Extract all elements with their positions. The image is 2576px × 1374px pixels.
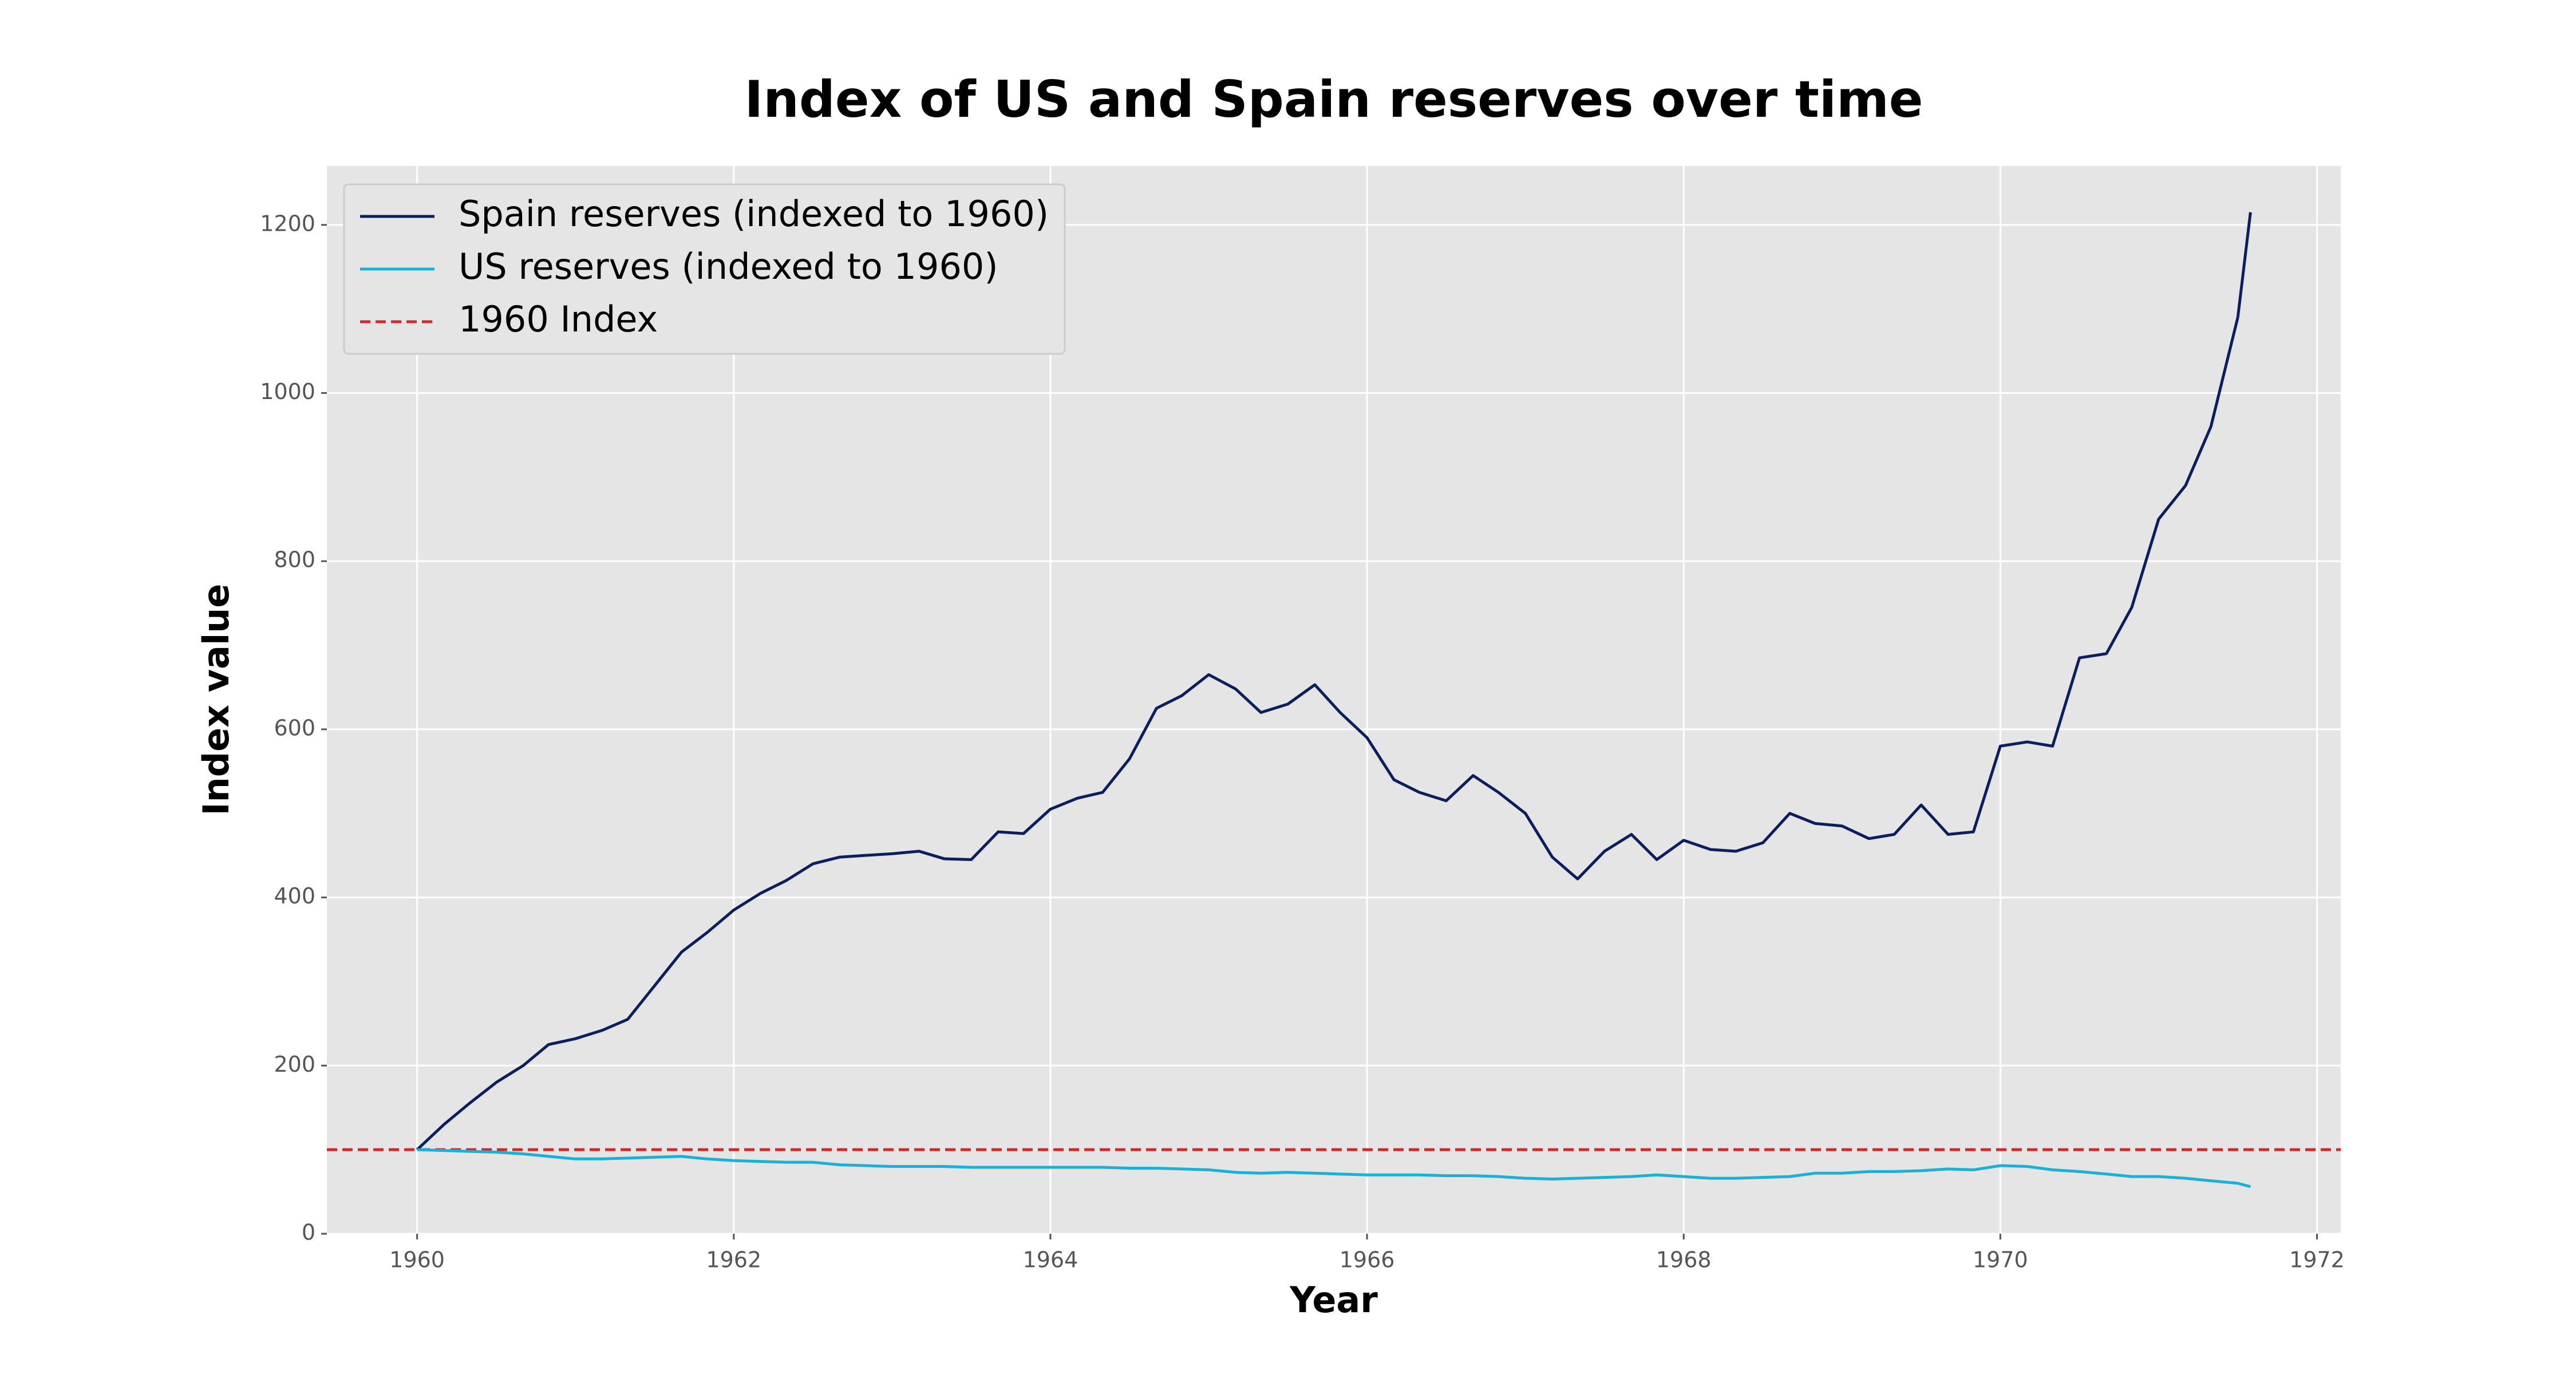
y-tick-label: 200 [274,1052,315,1077]
y-axis-label: Index value [195,584,237,816]
legend-label: Spain reserves (indexed to 1960) [459,193,1049,235]
series-line [416,212,2252,1151]
x-tick-label: 1960 [389,1247,445,1273]
legend-label: 1960 Index [459,298,658,340]
series-line [417,1148,2251,1189]
y-tick-label: 0 [302,1220,315,1245]
y-tick-label: 600 [274,715,315,740]
x-tick-label: 1968 [1656,1247,1712,1273]
chart-title: Index of US and Spain reserves over time [745,70,1923,129]
legend-box [343,183,1066,355]
x-tick-label: 1970 [1973,1247,2028,1273]
x-tick-label: 1972 [2289,1247,2345,1273]
y-tick-label: 1200 [260,211,315,236]
y-tick-label: 400 [274,883,315,909]
y-tick-label: 1000 [260,379,315,404]
x-tick-label: 1964 [1023,1247,1078,1273]
x-axis-label: Year [1289,1279,1378,1321]
x-tick-label: 1966 [1340,1247,1395,1273]
y-tick-label: 800 [274,547,315,572]
legend-label: US reserves (indexed to 1960) [459,246,998,287]
x-tick-label: 1962 [706,1247,761,1273]
